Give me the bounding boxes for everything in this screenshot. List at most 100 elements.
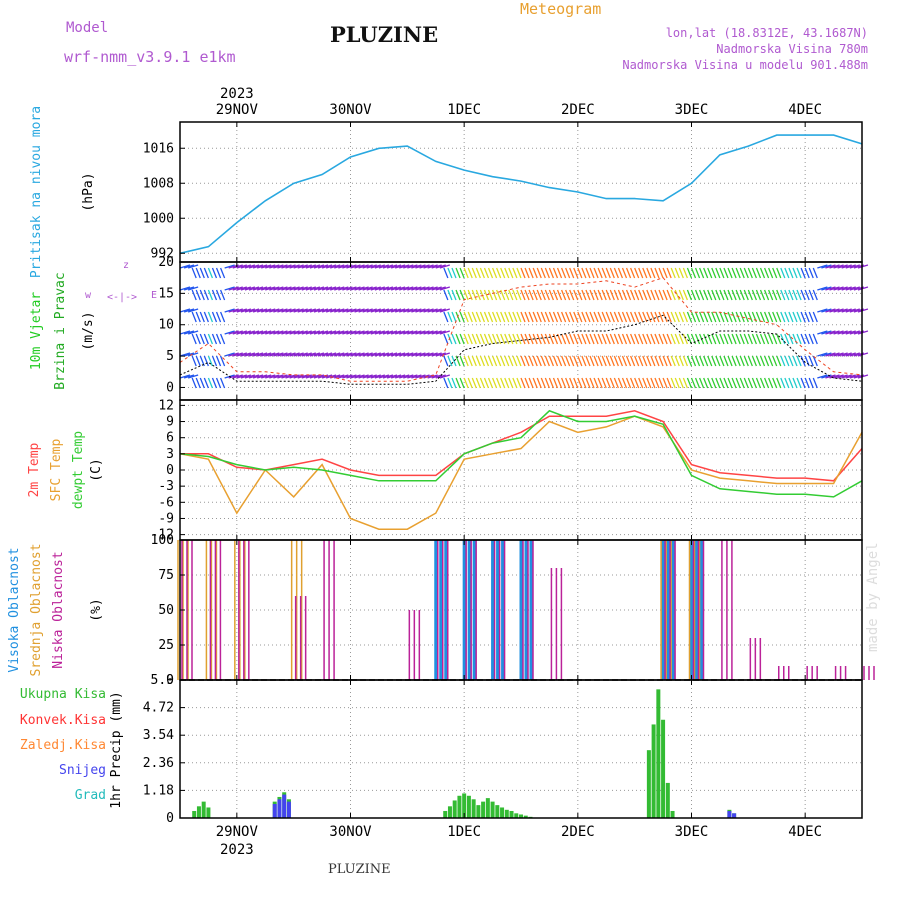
wind-barb	[207, 267, 214, 279]
wind-barb	[617, 311, 624, 323]
rain-total-bar	[462, 793, 467, 818]
pressure-title: Pritisak na nivou mora	[29, 106, 44, 278]
wind-barb	[731, 377, 737, 389]
wind-barb	[617, 267, 624, 279]
wind-barb	[179, 264, 191, 269]
wind-barb	[305, 286, 317, 291]
wind-barb	[780, 355, 786, 367]
wind-barb	[475, 333, 481, 345]
wind-barb	[841, 286, 852, 291]
wind-barb	[487, 355, 494, 367]
wind-barb	[573, 333, 579, 345]
top-date-label: 4DEC	[788, 102, 822, 118]
wind-barb	[265, 330, 276, 335]
wind-barb	[386, 374, 398, 379]
bottom-date-label: 1DEC	[447, 824, 481, 840]
cloud-unit: (%)	[89, 598, 104, 621]
wind-barb	[743, 267, 749, 279]
wind-barb	[256, 374, 268, 379]
wind-barb	[674, 333, 680, 345]
wind-barb	[520, 333, 526, 345]
wind-barb	[281, 374, 292, 379]
wind-barb	[837, 308, 848, 313]
wind-barb	[788, 377, 794, 389]
wind-barb	[313, 352, 325, 357]
wind-barb	[845, 264, 856, 269]
wind-barb	[342, 352, 353, 357]
wind-barb	[751, 267, 757, 279]
wind-barb	[821, 308, 832, 313]
snow-bar	[272, 803, 277, 818]
wind-barb	[366, 330, 377, 335]
wind-barb	[362, 264, 373, 269]
wind-barb	[378, 264, 390, 269]
wind-barb	[219, 311, 226, 323]
wind-barb	[755, 311, 762, 323]
wind-barb	[804, 311, 810, 323]
wind-barb	[183, 308, 195, 313]
wind-barb	[560, 377, 567, 389]
wind-barb	[845, 308, 856, 313]
wind-barb	[496, 333, 502, 345]
wind-barb	[544, 311, 550, 323]
meteogram-label: Meteogram	[520, 0, 602, 18]
wind-barb	[370, 330, 381, 335]
wind-barb	[219, 289, 226, 301]
wind-barb	[427, 286, 438, 291]
wind-barb	[244, 264, 256, 269]
wind-barb	[857, 352, 869, 357]
wind-barb	[309, 286, 321, 291]
wind-barb	[536, 311, 542, 323]
wind-barb	[601, 355, 607, 367]
wind-barb	[715, 377, 721, 389]
wind-barb	[362, 308, 373, 313]
wind-barb	[330, 330, 341, 335]
wind-barb	[277, 374, 288, 379]
wind-barb	[459, 333, 465, 345]
wind-barb	[309, 308, 321, 313]
wind-barb	[800, 355, 806, 367]
wind-barb	[569, 289, 575, 301]
temp-title-2m: 2m Temp	[27, 442, 42, 497]
wind-barb	[483, 377, 490, 389]
wind-barb	[500, 355, 506, 367]
wind-barb	[743, 333, 749, 345]
wind-barb	[508, 289, 514, 301]
wind-barb	[776, 311, 782, 323]
bottom-date-label: 2DEC	[561, 824, 595, 840]
wind-barb	[491, 355, 498, 367]
wind-barb	[613, 355, 619, 367]
wind-barb	[605, 333, 611, 345]
ytick-label: 10	[158, 318, 174, 333]
snow-bar	[282, 794, 287, 818]
wind-barb	[179, 330, 191, 335]
wind-barb	[593, 311, 599, 323]
wind-barb	[625, 289, 632, 301]
wind-barb	[686, 311, 693, 323]
wind-barb	[605, 267, 611, 279]
wind-barb	[240, 330, 252, 335]
wind-barb	[346, 352, 357, 357]
wind-barb	[471, 311, 477, 323]
wind-barb	[252, 330, 264, 335]
wind-barb	[500, 333, 506, 345]
wind-barb	[694, 311, 701, 323]
wind-barb	[346, 330, 357, 335]
wind-barb	[394, 330, 406, 335]
wind-barb	[747, 289, 753, 301]
wind-barb	[812, 289, 818, 301]
wind-barb	[491, 377, 498, 389]
wind-barb	[735, 289, 741, 301]
wind-barb	[248, 352, 260, 357]
wind-barb	[589, 311, 595, 323]
wind-barb	[451, 355, 457, 367]
wind-barb	[261, 286, 272, 291]
wind-barb	[463, 355, 469, 367]
wind-barb	[232, 374, 243, 379]
wind-barb	[638, 355, 644, 367]
wind-barb	[309, 264, 321, 269]
wind-barb	[808, 311, 814, 323]
wind-barb	[289, 264, 300, 269]
ytick-label: 4.72	[143, 701, 174, 716]
